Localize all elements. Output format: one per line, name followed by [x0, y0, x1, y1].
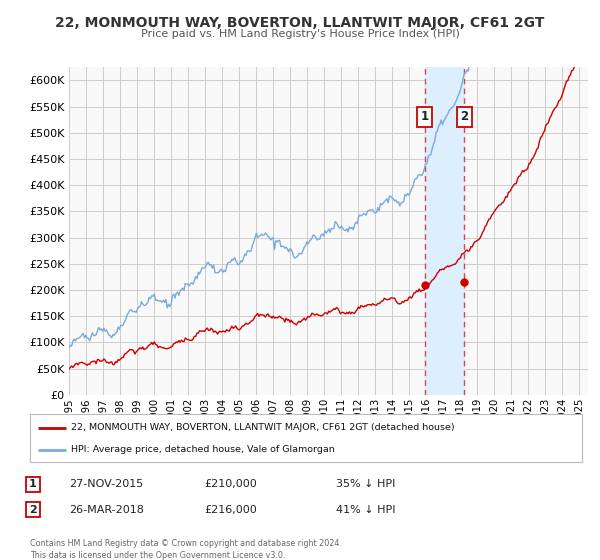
- Text: 26-MAR-2018: 26-MAR-2018: [69, 505, 144, 515]
- Text: Price paid vs. HM Land Registry's House Price Index (HPI): Price paid vs. HM Land Registry's House …: [140, 29, 460, 39]
- Text: 35% ↓ HPI: 35% ↓ HPI: [336, 479, 395, 489]
- Text: 27-NOV-2015: 27-NOV-2015: [69, 479, 143, 489]
- Bar: [425, 67, 464, 395]
- Text: 41% ↓ HPI: 41% ↓ HPI: [336, 505, 395, 515]
- Text: HPI: Average price, detached house, Vale of Glamorgan: HPI: Average price, detached house, Vale…: [71, 445, 335, 454]
- Text: £210,000: £210,000: [204, 479, 257, 489]
- Text: £216,000: £216,000: [204, 505, 257, 515]
- Text: 22, MONMOUTH WAY, BOVERTON, LLANTWIT MAJOR, CF61 2GT: 22, MONMOUTH WAY, BOVERTON, LLANTWIT MAJ…: [55, 16, 545, 30]
- Text: 2: 2: [460, 110, 469, 124]
- Text: 2: 2: [29, 505, 37, 515]
- Text: 22, MONMOUTH WAY, BOVERTON, LLANTWIT MAJOR, CF61 2GT (detached house): 22, MONMOUTH WAY, BOVERTON, LLANTWIT MAJ…: [71, 423, 455, 432]
- Text: 1: 1: [421, 110, 429, 124]
- Text: Contains HM Land Registry data © Crown copyright and database right 2024.
This d: Contains HM Land Registry data © Crown c…: [30, 539, 342, 559]
- Text: 1: 1: [29, 479, 37, 489]
